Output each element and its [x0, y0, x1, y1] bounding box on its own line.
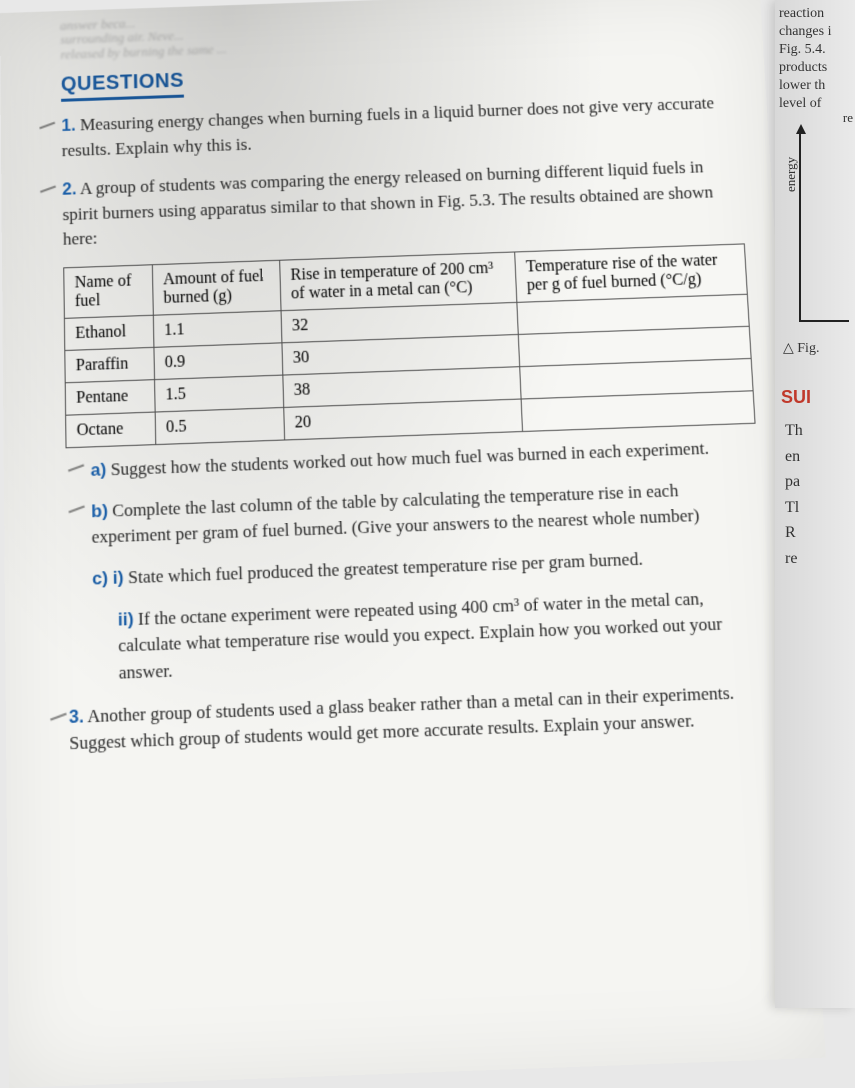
right-page-fragment: reaction changes i Fig. 5.4. products lo…: [775, 0, 855, 1008]
hand-tick-icon: [68, 464, 84, 472]
fragment-text: products: [779, 60, 851, 76]
fragment-text: changes i: [779, 24, 851, 40]
red-heading-fragment: SUI: [781, 387, 851, 408]
arrow-up-icon: [796, 124, 806, 134]
list-fragment: R: [785, 520, 851, 546]
fragment-text: Fig. 5.4.: [779, 42, 851, 58]
hand-tick-icon: [40, 186, 56, 193]
question-number: 3.: [69, 706, 84, 727]
axis-fragment-re: re: [843, 110, 853, 126]
cell-amount: 1.1: [153, 311, 282, 348]
right-list-fragment: Th en pa Tl R re: [785, 418, 851, 572]
cell-fuel: Ethanol: [64, 315, 153, 350]
question-2c-ii: ii) If the octane experiment were repeat…: [118, 584, 770, 687]
subquestion-body: Suggest how the students worked out how …: [110, 438, 709, 479]
figure-caption-fragment: △ Fig.: [783, 340, 851, 357]
fragment-text: reaction: [779, 6, 851, 22]
cell-amount: 0.9: [154, 343, 283, 380]
cell-fuel: Octane: [66, 412, 156, 448]
subquestion-label: b): [91, 500, 108, 521]
hand-tick-icon: [68, 505, 84, 513]
cell-per-g: [521, 391, 755, 432]
cell-fuel: Paraffin: [65, 347, 155, 382]
question-number: 1.: [61, 115, 76, 135]
question-3: 3. Another group of students used a glas…: [69, 678, 774, 757]
cell-fuel: Pentane: [65, 380, 155, 416]
subquestion-body: If the octane experiment were repeated u…: [118, 588, 722, 683]
cell-amount: 1.5: [154, 375, 283, 412]
textbook-page: answer beca... surrounding air. Neve... …: [0, 0, 826, 1088]
question-number: 2.: [62, 179, 77, 199]
hand-tick-icon: [39, 122, 55, 129]
list-fragment: Th: [785, 418, 851, 444]
results-table: Name of fuel Amount of fuel burned (g) R…: [63, 243, 755, 448]
col-header-per-g: Temperature rise of the water per g of f…: [515, 244, 748, 302]
list-fragment: pa: [785, 469, 851, 495]
subquestion-label: a): [90, 460, 106, 481]
list-fragment: en: [785, 444, 851, 470]
subquestion-label: ii): [118, 608, 134, 629]
question-2b: b) Complete the last column of the table…: [91, 475, 762, 551]
subquestion-body: State which fuel produced the greatest t…: [128, 549, 643, 588]
hand-tick-icon: [50, 712, 67, 720]
cropped-top-text: answer beca... surrounding air. Neve... …: [60, 0, 733, 62]
col-header-fuel: Name of fuel: [64, 265, 153, 319]
list-fragment: re: [785, 546, 851, 572]
question-body: A group of students was comparing the en…: [62, 157, 713, 249]
col-header-rise: Rise in temperature of 200 cm³ of water …: [279, 252, 516, 311]
questions-heading: QUESTIONS: [61, 69, 185, 101]
energy-axis-diagram: re energy: [799, 132, 849, 322]
question-body: Measuring energy changes when burning fu…: [62, 93, 715, 160]
question-body: Another group of students used a glass b…: [69, 682, 734, 754]
subquestion-label: c) i): [92, 567, 124, 588]
subquestion-body: Complete the last column of the table by…: [91, 480, 699, 547]
question-2c-i: c) i) State which fuel produced the grea…: [92, 542, 764, 593]
fragment-text: lower th: [779, 78, 851, 94]
col-header-amount: Amount of fuel burned (g): [152, 260, 281, 315]
fragment-text: level of: [779, 96, 851, 112]
question-2: 2. A group of students was comparing the…: [62, 154, 744, 253]
cell-amount: 0.5: [155, 408, 284, 445]
question-1: 1. Measuring energy changes when burning…: [61, 90, 738, 163]
axis-label-energy: energy: [783, 157, 799, 192]
list-fragment: Tl: [785, 495, 851, 521]
